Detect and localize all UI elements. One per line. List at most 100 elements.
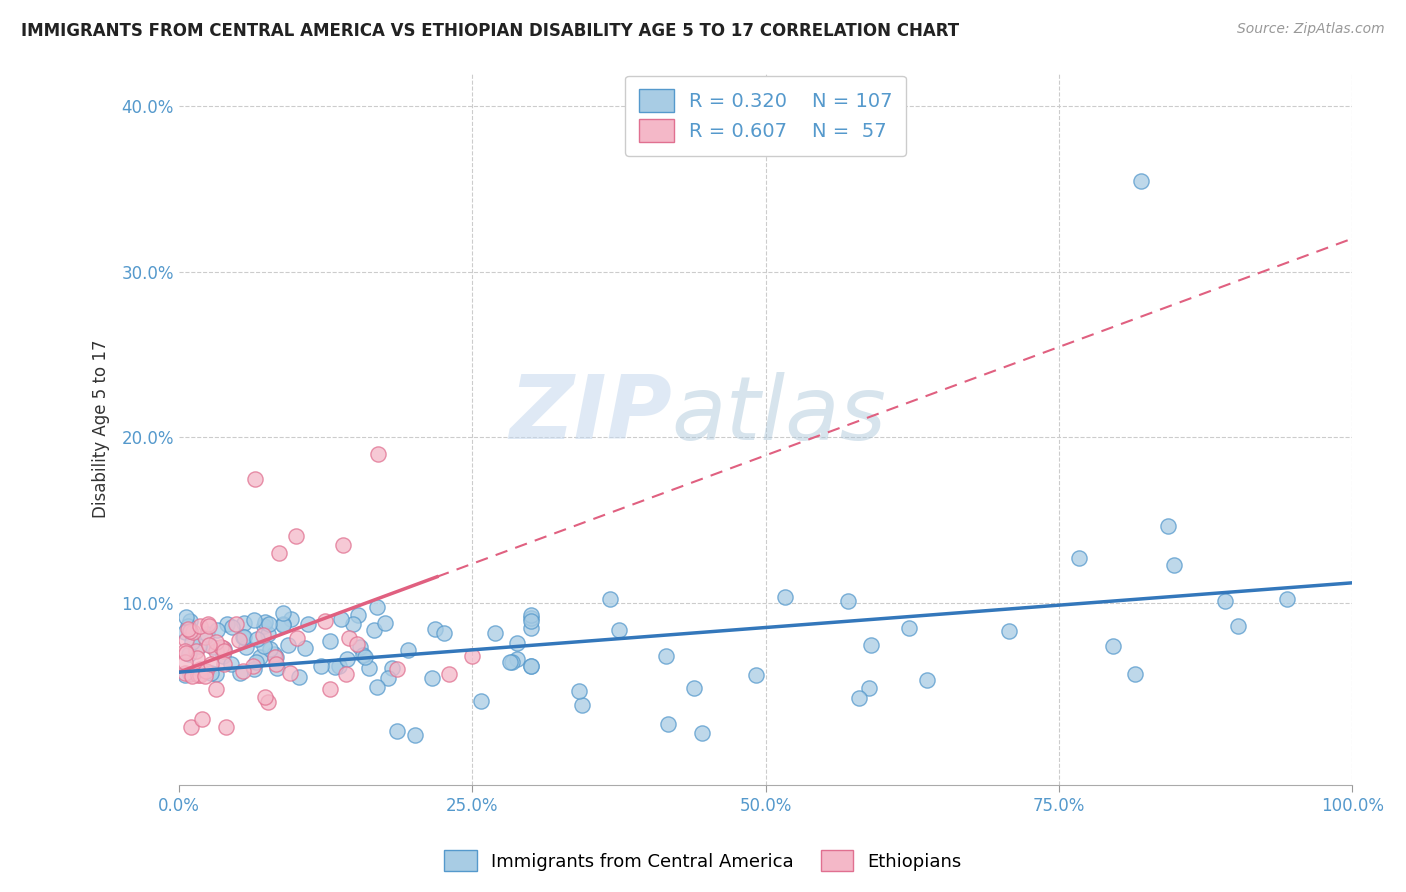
Point	[859, 638, 882, 652]
Point	[267, 546, 290, 560]
Point	[520, 611, 543, 625]
Point	[655, 649, 678, 664]
Point	[998, 624, 1021, 638]
Point	[184, 644, 207, 658]
Point	[323, 660, 346, 674]
Point	[264, 657, 287, 671]
Point	[212, 641, 235, 656]
Point	[200, 665, 222, 680]
Point	[335, 652, 357, 666]
Point	[235, 640, 257, 655]
Point	[209, 640, 232, 654]
Point	[219, 657, 242, 671]
Point	[332, 538, 354, 552]
Point	[278, 665, 301, 680]
Point	[363, 623, 385, 637]
Point	[271, 617, 294, 632]
Point	[266, 650, 288, 665]
Point	[273, 606, 295, 620]
Point	[381, 661, 404, 675]
Point	[520, 659, 543, 673]
Point	[309, 659, 332, 673]
Point	[245, 656, 267, 670]
Point	[174, 633, 197, 648]
Point	[249, 649, 271, 664]
Point	[568, 684, 591, 698]
Point	[200, 657, 222, 672]
Point	[328, 659, 350, 673]
Point	[228, 633, 250, 648]
Point	[349, 640, 371, 654]
Point	[366, 680, 388, 694]
Point	[252, 628, 274, 642]
Point	[657, 717, 679, 731]
Point	[352, 648, 374, 662]
Point	[470, 693, 492, 707]
Point	[367, 447, 389, 461]
Point	[233, 616, 256, 631]
Point	[318, 634, 340, 648]
Point	[173, 644, 195, 658]
Point	[201, 640, 224, 654]
Point	[225, 617, 247, 632]
Text: Source: ZipAtlas.com: Source: ZipAtlas.com	[1237, 22, 1385, 37]
Legend: Immigrants from Central America, Ethiopians: Immigrants from Central America, Ethiopi…	[437, 843, 969, 879]
Point	[520, 621, 543, 635]
Point	[179, 624, 201, 639]
Point	[607, 623, 630, 637]
Point	[342, 617, 364, 632]
Point	[186, 651, 208, 665]
Point	[422, 671, 444, 685]
Point	[319, 681, 342, 696]
Point	[571, 698, 593, 712]
Point	[204, 635, 226, 649]
Point	[1130, 173, 1153, 187]
Text: IMMIGRANTS FROM CENTRAL AMERICA VS ETHIOPIAN DISABILITY AGE 5 TO 17 CORRELATION : IMMIGRANTS FROM CENTRAL AMERICA VS ETHIO…	[21, 22, 959, 40]
Point	[221, 620, 243, 634]
Point	[294, 640, 316, 655]
Point	[506, 635, 529, 649]
Point	[232, 631, 254, 645]
Point	[915, 673, 938, 687]
Point	[194, 669, 217, 683]
Point	[287, 670, 309, 684]
Point	[173, 625, 195, 640]
Point	[346, 637, 368, 651]
Point	[195, 626, 218, 640]
Point	[329, 612, 352, 626]
Point	[174, 646, 197, 660]
Point	[501, 655, 523, 669]
Point	[314, 614, 336, 628]
Point	[195, 665, 218, 679]
Point	[212, 657, 235, 672]
Point	[246, 632, 269, 646]
Point	[404, 728, 426, 742]
Point	[498, 655, 520, 669]
Point	[271, 618, 294, 632]
Point	[198, 619, 221, 633]
Point	[173, 655, 195, 669]
Point	[484, 625, 506, 640]
Point	[520, 607, 543, 622]
Point	[188, 663, 211, 677]
Point	[187, 668, 209, 682]
Point	[1157, 519, 1180, 533]
Point	[194, 630, 217, 644]
Point	[205, 643, 228, 657]
Point	[191, 712, 214, 726]
Point	[179, 615, 201, 629]
Point	[1069, 551, 1091, 566]
Point	[253, 640, 276, 654]
Point	[266, 661, 288, 675]
Point	[180, 669, 202, 683]
Point	[173, 665, 195, 680]
Point	[1102, 639, 1125, 653]
Point	[243, 662, 266, 676]
Point	[377, 671, 399, 685]
Point	[232, 664, 254, 678]
Point	[858, 681, 880, 695]
Point	[1213, 593, 1236, 607]
Point	[837, 593, 859, 607]
Point	[1275, 592, 1298, 607]
Point	[520, 659, 543, 673]
